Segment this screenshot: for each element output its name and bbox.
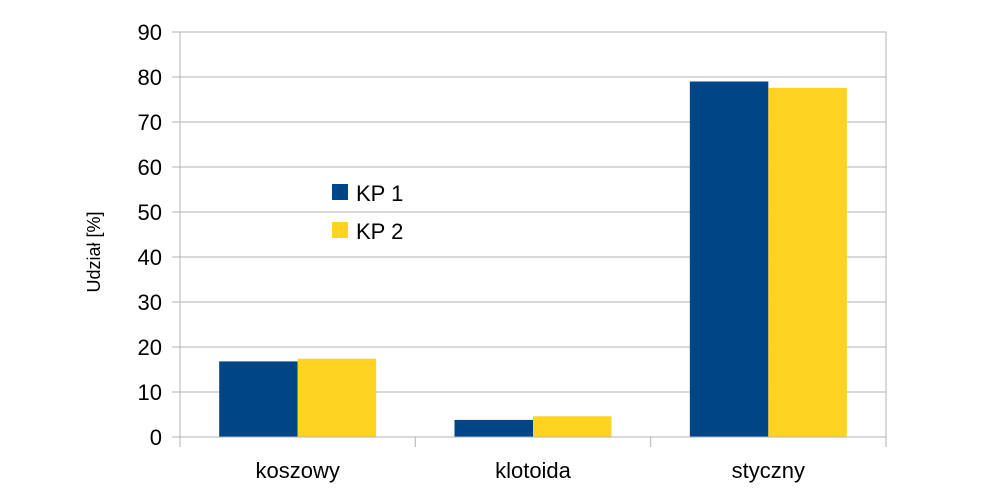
bar-kp-2-klotoida [533, 416, 612, 437]
legend-label: KP 1 [356, 181, 403, 206]
y-tick-label: 60 [138, 155, 162, 180]
legend-swatch [332, 184, 348, 200]
y-tick-label: 70 [138, 110, 162, 135]
x-category-label: klotoida [495, 458, 572, 483]
y-tick-label: 0 [150, 425, 162, 450]
y-tick-label: 50 [138, 200, 162, 225]
bar-kp-1-styczny [689, 81, 769, 437]
bars [219, 81, 847, 438]
legend-label: KP 2 [356, 219, 403, 244]
x-category-label: koszowy [255, 458, 339, 483]
bar-kp-2-styczny [768, 87, 847, 438]
legend: KP 1 KP 2 [332, 181, 403, 244]
y-tick-label: 10 [138, 380, 162, 405]
bar-kp-1-koszowy [219, 361, 298, 437]
bar-kp-2-koszowy [297, 358, 377, 437]
axes [179, 32, 887, 447]
y-axis-label: Udział [%] [84, 211, 104, 292]
bar-kp-1-klotoida [454, 419, 533, 437]
legend-swatch [332, 222, 348, 238]
y-tick-label: 30 [138, 290, 162, 315]
y-tick-label: 80 [138, 65, 162, 90]
x-category-labels: koszowy klotoida styczny [255, 458, 805, 483]
y-tick-label: 20 [138, 335, 162, 360]
y-tick-labels: 0 10 20 30 40 50 60 70 80 90 [138, 20, 162, 450]
y-tick-label: 90 [138, 20, 162, 45]
y-tick-label: 40 [138, 245, 162, 270]
x-category-label: styczny [732, 458, 805, 483]
